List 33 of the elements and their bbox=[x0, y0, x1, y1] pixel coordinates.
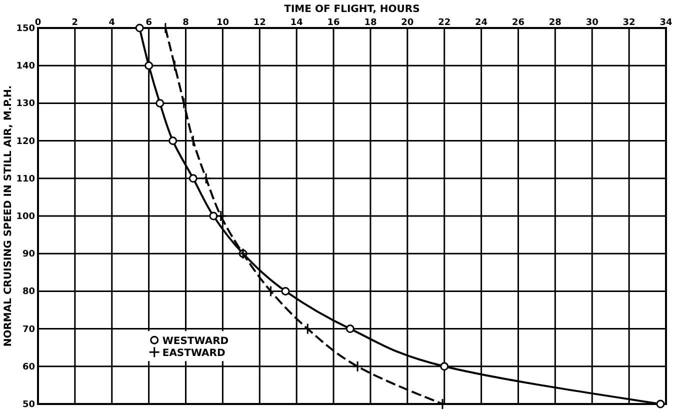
x-tick-label: 34 bbox=[660, 18, 672, 28]
x-tick-label: 16 bbox=[327, 18, 340, 28]
y-tick-label: 90 bbox=[22, 250, 35, 260]
x-tick-label: 12 bbox=[253, 18, 266, 28]
y-tick-label: 130 bbox=[16, 99, 35, 110]
x-tick-label: 2 bbox=[72, 18, 78, 28]
y-tick-label: 140 bbox=[16, 62, 35, 72]
y-tick-label: 110 bbox=[16, 174, 35, 184]
x-tick-label: 32 bbox=[622, 18, 636, 28]
x-tick-label: 22 bbox=[438, 18, 451, 28]
x-tick-label: 6 bbox=[146, 18, 152, 28]
x-tick-label: 20 bbox=[401, 18, 414, 28]
y-tick-label: 100 bbox=[16, 212, 35, 222]
x-tick-label: 24 bbox=[475, 18, 488, 28]
x-tick-label: 10 bbox=[216, 18, 229, 28]
x-tick-label: 4 bbox=[108, 18, 116, 28]
y-axis-title: NORMAL CRUISING SPEED IN STILL AIR, M.P.H. bbox=[3, 85, 14, 347]
y-tick-label: 80 bbox=[22, 287, 35, 298]
x-tick-label: 18 bbox=[364, 18, 377, 28]
y-tick-label: 50 bbox=[22, 400, 35, 410]
y-tick-label: 60 bbox=[22, 362, 35, 372]
x-tick-label: 14 bbox=[290, 18, 303, 28]
y-tick-label: 150 bbox=[16, 24, 35, 34]
x-tick-label: 28 bbox=[548, 18, 562, 28]
legend-label: WESTWARD bbox=[162, 336, 229, 348]
x-tick-label: 30 bbox=[586, 18, 598, 28]
x-tick-label: 26 bbox=[512, 18, 524, 28]
x-axis-title: TIME OF FLIGHT, HOURS bbox=[284, 4, 420, 15]
y-tick-label: 70 bbox=[22, 324, 35, 335]
x-tick-label: 8 bbox=[182, 18, 189, 28]
x-tick-label: 0 bbox=[34, 18, 42, 28]
legend-label: EASTWARD bbox=[162, 348, 226, 360]
y-tick-label: 120 bbox=[16, 136, 35, 147]
